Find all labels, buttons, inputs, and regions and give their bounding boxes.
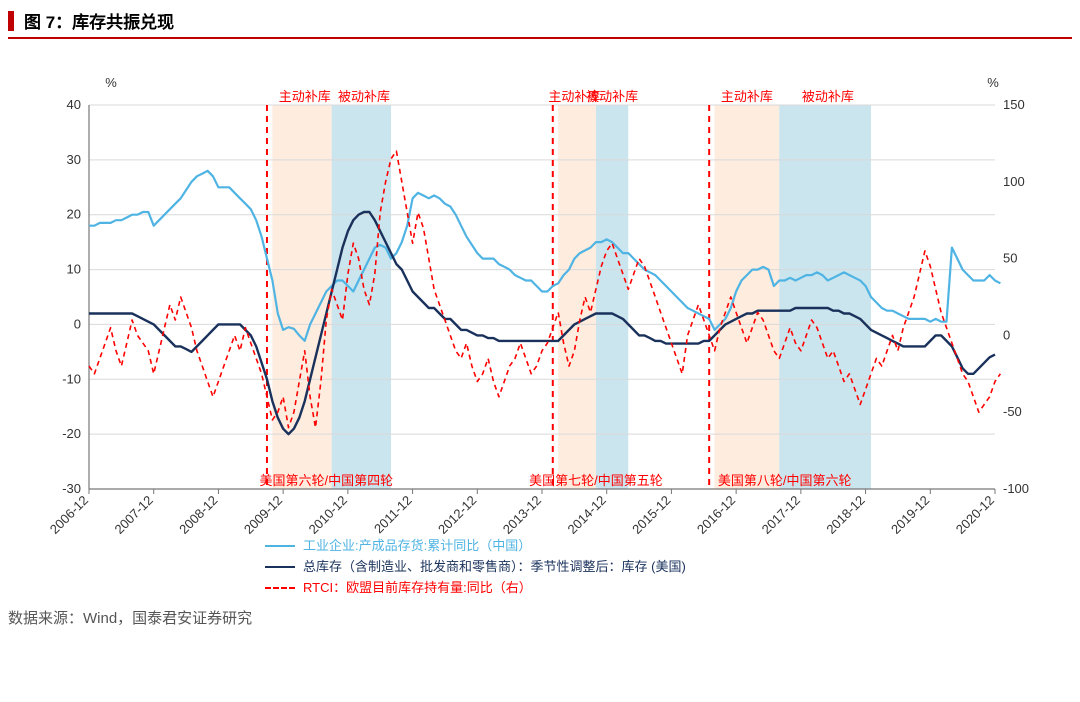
- svg-text:150: 150: [1003, 97, 1025, 112]
- svg-text:%: %: [987, 75, 999, 90]
- svg-text:30: 30: [67, 152, 81, 167]
- legend-label: 总库存（含制造业、批发商和零售商）：季节性调整后：库存 (美国): [303, 557, 686, 577]
- svg-text:2012-12: 2012-12: [435, 493, 479, 537]
- chart-legend: 工业企业:产成品存货:累计同比（中国）总库存（含制造业、批发商和零售商）：季节性…: [265, 535, 686, 599]
- svg-text:50: 50: [1003, 251, 1017, 266]
- svg-text:2013-12: 2013-12: [500, 493, 544, 537]
- svg-text:2016-12: 2016-12: [694, 493, 738, 537]
- svg-text:2007-12: 2007-12: [111, 493, 155, 537]
- svg-text:2010-12: 2010-12: [306, 493, 350, 537]
- figure-title-bar: 图 7：库存共振兑现: [0, 0, 1080, 37]
- figure-title: 图 7：库存共振兑现: [24, 8, 174, 33]
- svg-text:40: 40: [67, 97, 81, 112]
- svg-text:美国第八轮/中国第六轮: 美国第八轮/中国第六轮: [718, 473, 852, 488]
- svg-text:主动补库: 主动补库: [279, 89, 331, 104]
- legend-swatch: [265, 545, 295, 547]
- chart-area: -30-20-10010203040-100-50050100150%%2006…: [25, 57, 1055, 597]
- legend-item: RTCI：欧盟目前库存持有量:同比（右）: [265, 578, 686, 598]
- legend-item: 总库存（含制造业、批发商和零售商）：季节性调整后：库存 (美国): [265, 557, 686, 577]
- svg-text:0: 0: [1003, 327, 1010, 342]
- svg-text:2017-12: 2017-12: [759, 493, 803, 537]
- svg-text:被动补库: 被动补库: [338, 89, 390, 104]
- svg-text:被动补库: 被动补库: [802, 89, 854, 104]
- svg-text:-20: -20: [62, 426, 81, 441]
- title-underline: [8, 37, 1072, 39]
- svg-text:2009-12: 2009-12: [241, 493, 285, 537]
- svg-text:2011-12: 2011-12: [371, 493, 415, 537]
- data-source: 数据来源：Wind，国泰君安证券研究: [0, 597, 1080, 628]
- svg-text:2006-12: 2006-12: [47, 493, 91, 537]
- svg-text:2019-12: 2019-12: [888, 493, 932, 537]
- svg-text:20: 20: [67, 207, 81, 222]
- chart-svg: -30-20-10010203040-100-50050100150%%2006…: [25, 57, 1055, 597]
- svg-text:0: 0: [74, 316, 81, 331]
- svg-text:%: %: [105, 75, 117, 90]
- svg-text:100: 100: [1003, 174, 1025, 189]
- svg-text:-100: -100: [1003, 481, 1029, 496]
- svg-text:2020-12: 2020-12: [953, 493, 997, 537]
- svg-text:美国第七轮/中国第五轮: 美国第七轮/中国第五轮: [529, 473, 663, 488]
- svg-text:主动补库: 主动补库: [721, 89, 773, 104]
- svg-text:-10: -10: [62, 371, 81, 386]
- svg-text:-50: -50: [1003, 404, 1022, 419]
- svg-text:2015-12: 2015-12: [629, 493, 673, 537]
- svg-text:2014-12: 2014-12: [564, 493, 608, 537]
- legend-label: RTCI：欧盟目前库存持有量:同比（右）: [303, 578, 532, 598]
- legend-swatch: [265, 587, 295, 589]
- svg-text:美国第六轮/中国第四轮: 美国第六轮/中国第四轮: [259, 473, 393, 488]
- title-ornament: [8, 11, 14, 31]
- svg-text:2018-12: 2018-12: [823, 493, 867, 537]
- svg-text:2008-12: 2008-12: [176, 493, 220, 537]
- legend-item: 工业企业:产成品存货:累计同比（中国）: [265, 536, 686, 556]
- legend-label: 工业企业:产成品存货:累计同比（中国）: [303, 536, 531, 556]
- svg-text:被动补库: 被动补库: [586, 89, 638, 104]
- legend-swatch: [265, 566, 295, 568]
- svg-text:10: 10: [67, 262, 81, 277]
